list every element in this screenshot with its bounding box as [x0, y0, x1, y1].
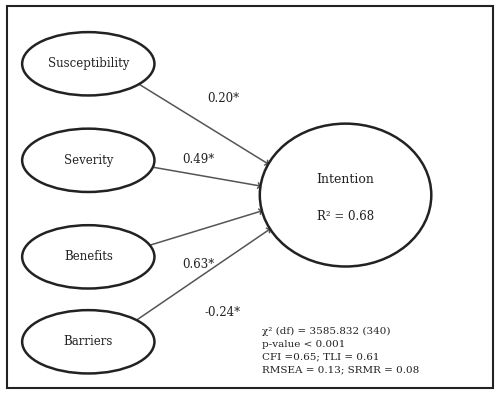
Text: -0.24*: -0.24* [205, 307, 241, 319]
Ellipse shape [22, 225, 154, 288]
Text: 0.20*: 0.20* [207, 92, 239, 105]
Text: R² = 0.68: R² = 0.68 [317, 210, 374, 223]
Text: Intention: Intention [316, 173, 374, 186]
Ellipse shape [22, 310, 154, 374]
Text: 0.63*: 0.63* [182, 258, 214, 271]
Text: 0.49*: 0.49* [182, 152, 214, 165]
Text: Barriers: Barriers [64, 335, 113, 348]
Text: Susceptibility: Susceptibility [48, 57, 129, 70]
Ellipse shape [22, 32, 154, 95]
Text: Severity: Severity [64, 154, 113, 167]
Text: χ² (df) = 3585.832 (340)
p-value < 0.001
CFI =0.65; TLI = 0.61
RMSEA = 0.13; SRM: χ² (df) = 3585.832 (340) p-value < 0.001… [262, 327, 420, 375]
Ellipse shape [22, 129, 154, 192]
Text: Benefits: Benefits [64, 250, 112, 263]
Ellipse shape [260, 124, 432, 266]
